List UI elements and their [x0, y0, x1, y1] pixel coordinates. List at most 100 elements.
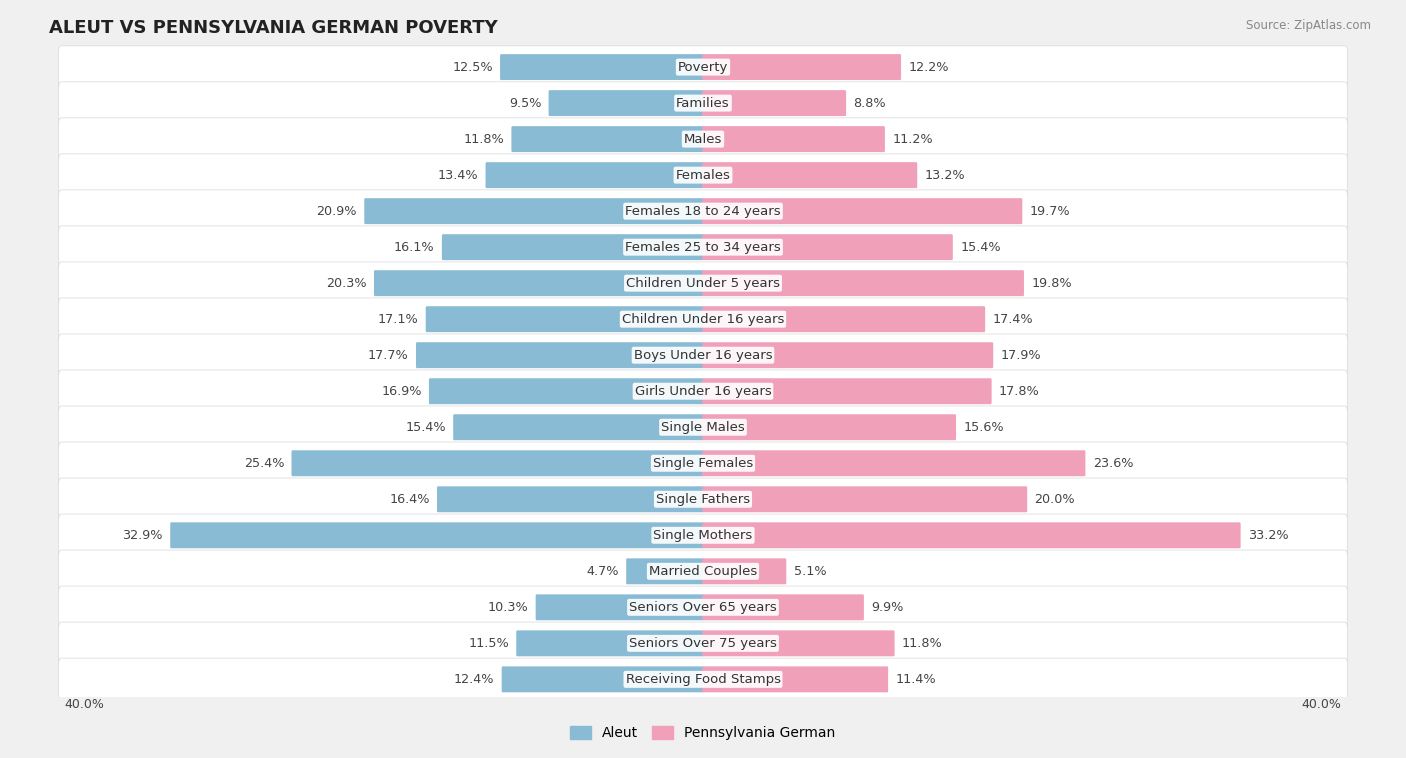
Text: 11.8%: 11.8% [901, 637, 942, 650]
FancyBboxPatch shape [59, 45, 1347, 89]
FancyBboxPatch shape [59, 334, 1347, 377]
FancyBboxPatch shape [59, 118, 1347, 161]
FancyBboxPatch shape [702, 54, 901, 80]
FancyBboxPatch shape [512, 126, 704, 152]
FancyBboxPatch shape [59, 154, 1347, 197]
FancyBboxPatch shape [426, 306, 704, 332]
Text: 25.4%: 25.4% [243, 457, 284, 470]
Text: 40.0%: 40.0% [1302, 698, 1341, 711]
Text: ALEUT VS PENNSYLVANIA GERMAN POVERTY: ALEUT VS PENNSYLVANIA GERMAN POVERTY [49, 19, 498, 37]
FancyBboxPatch shape [59, 298, 1347, 341]
FancyBboxPatch shape [702, 522, 1240, 548]
Text: 8.8%: 8.8% [853, 96, 886, 110]
Text: 9.5%: 9.5% [509, 96, 541, 110]
Text: Girls Under 16 years: Girls Under 16 years [634, 385, 772, 398]
Text: Receiving Food Stamps: Receiving Food Stamps [626, 673, 780, 686]
Text: 4.7%: 4.7% [586, 565, 619, 578]
Text: 17.4%: 17.4% [993, 313, 1033, 326]
Text: Source: ZipAtlas.com: Source: ZipAtlas.com [1246, 19, 1371, 32]
Text: 12.4%: 12.4% [454, 673, 495, 686]
FancyBboxPatch shape [59, 370, 1347, 413]
FancyBboxPatch shape [536, 594, 704, 620]
Text: 40.0%: 40.0% [65, 698, 104, 711]
Text: Single Females: Single Females [652, 457, 754, 470]
Text: 11.5%: 11.5% [468, 637, 509, 650]
FancyBboxPatch shape [59, 82, 1347, 125]
Text: 16.1%: 16.1% [394, 241, 434, 254]
FancyBboxPatch shape [441, 234, 704, 260]
FancyBboxPatch shape [59, 478, 1347, 522]
Text: Married Couples: Married Couples [650, 565, 756, 578]
Text: 15.4%: 15.4% [405, 421, 446, 434]
Text: 20.0%: 20.0% [1035, 493, 1076, 506]
Text: Single Males: Single Males [661, 421, 745, 434]
FancyBboxPatch shape [702, 234, 953, 260]
FancyBboxPatch shape [170, 522, 704, 548]
FancyBboxPatch shape [702, 126, 884, 152]
Text: 11.4%: 11.4% [896, 673, 936, 686]
Text: Males: Males [683, 133, 723, 146]
Text: Children Under 5 years: Children Under 5 years [626, 277, 780, 290]
Text: 20.3%: 20.3% [326, 277, 367, 290]
FancyBboxPatch shape [501, 54, 704, 80]
FancyBboxPatch shape [548, 90, 704, 116]
FancyBboxPatch shape [702, 270, 1024, 296]
FancyBboxPatch shape [59, 406, 1347, 449]
FancyBboxPatch shape [702, 90, 846, 116]
Text: 33.2%: 33.2% [1249, 529, 1288, 542]
Text: 13.2%: 13.2% [925, 168, 965, 182]
Text: 11.8%: 11.8% [464, 133, 505, 146]
Legend: Aleut, Pennsylvania German: Aleut, Pennsylvania German [565, 721, 841, 746]
FancyBboxPatch shape [702, 306, 986, 332]
FancyBboxPatch shape [437, 487, 704, 512]
Text: 12.2%: 12.2% [908, 61, 949, 74]
Text: 16.4%: 16.4% [389, 493, 430, 506]
FancyBboxPatch shape [429, 378, 704, 404]
FancyBboxPatch shape [364, 198, 704, 224]
FancyBboxPatch shape [502, 666, 704, 692]
FancyBboxPatch shape [59, 442, 1347, 485]
Text: Poverty: Poverty [678, 61, 728, 74]
FancyBboxPatch shape [291, 450, 704, 476]
Text: Seniors Over 65 years: Seniors Over 65 years [628, 601, 778, 614]
FancyBboxPatch shape [59, 622, 1347, 666]
Text: Boys Under 16 years: Boys Under 16 years [634, 349, 772, 362]
FancyBboxPatch shape [702, 487, 1028, 512]
Text: 9.9%: 9.9% [872, 601, 904, 614]
Text: Females 25 to 34 years: Females 25 to 34 years [626, 241, 780, 254]
Text: Seniors Over 75 years: Seniors Over 75 years [628, 637, 778, 650]
Text: 20.9%: 20.9% [316, 205, 357, 218]
Text: 13.4%: 13.4% [437, 168, 478, 182]
Text: 17.9%: 17.9% [1001, 349, 1040, 362]
Text: 5.1%: 5.1% [793, 565, 827, 578]
FancyBboxPatch shape [59, 262, 1347, 305]
FancyBboxPatch shape [59, 190, 1347, 233]
Text: Females 18 to 24 years: Females 18 to 24 years [626, 205, 780, 218]
Text: Children Under 16 years: Children Under 16 years [621, 313, 785, 326]
FancyBboxPatch shape [59, 586, 1347, 629]
FancyBboxPatch shape [702, 415, 956, 440]
Text: 16.9%: 16.9% [381, 385, 422, 398]
Text: 17.1%: 17.1% [378, 313, 419, 326]
Text: Families: Families [676, 96, 730, 110]
FancyBboxPatch shape [516, 631, 704, 656]
FancyBboxPatch shape [702, 631, 894, 656]
FancyBboxPatch shape [59, 550, 1347, 594]
Text: 12.5%: 12.5% [453, 61, 494, 74]
FancyBboxPatch shape [702, 450, 1085, 476]
Text: 19.7%: 19.7% [1029, 205, 1070, 218]
Text: 17.8%: 17.8% [998, 385, 1039, 398]
FancyBboxPatch shape [702, 666, 889, 692]
FancyBboxPatch shape [59, 658, 1347, 701]
FancyBboxPatch shape [485, 162, 704, 188]
Text: Single Mothers: Single Mothers [654, 529, 752, 542]
Text: Single Fathers: Single Fathers [657, 493, 749, 506]
Text: 17.7%: 17.7% [368, 349, 409, 362]
FancyBboxPatch shape [59, 514, 1347, 557]
Text: 15.6%: 15.6% [963, 421, 1004, 434]
FancyBboxPatch shape [702, 343, 993, 368]
FancyBboxPatch shape [702, 594, 863, 620]
FancyBboxPatch shape [702, 378, 991, 404]
FancyBboxPatch shape [374, 270, 704, 296]
Text: 32.9%: 32.9% [122, 529, 163, 542]
